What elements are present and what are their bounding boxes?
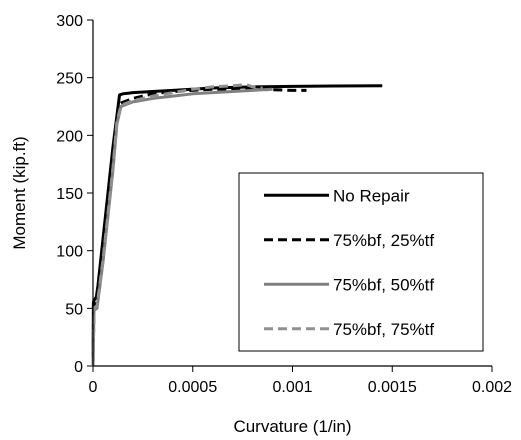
legend: No Repair 75%bf, 25%tf 75%bf, 50%tf 75%bf, … bbox=[238, 172, 484, 352]
series-line-4 bbox=[91, 83, 263, 367]
legend-label-3: 75%bf, 50%tf bbox=[333, 275, 434, 294]
x-tick-label: 0.0015 bbox=[368, 379, 417, 396]
ticks-layer: 0 50 100 150 200 250 300 0 0.0005 0.001 0.0015 0.00… bbox=[56, 13, 512, 396]
x-tick-label: 0.002 bbox=[472, 379, 512, 396]
y-tick-label: 0 bbox=[74, 359, 83, 376]
axes-layer bbox=[92, 20, 492, 367]
x-tick-label: 0.001 bbox=[272, 379, 312, 396]
x-tick-label: 0.0005 bbox=[168, 379, 217, 396]
y-tick-label: 200 bbox=[56, 128, 83, 145]
legend-label-4: 75%bf, 75%tf bbox=[333, 320, 434, 339]
y-tick-label: 50 bbox=[65, 301, 83, 318]
legend-label-1: No Repair bbox=[333, 186, 410, 205]
y-axis-title: Moment (kip.ft) bbox=[10, 136, 29, 249]
series-line-1 bbox=[91, 84, 383, 367]
y-tick-label: 250 bbox=[56, 71, 83, 88]
y-tick-label: 150 bbox=[56, 186, 83, 203]
series-layer bbox=[91, 83, 383, 367]
legend-box bbox=[238, 172, 484, 352]
x-axis-title: Curvature (1/in) bbox=[233, 417, 351, 436]
y-tick-label: 100 bbox=[56, 244, 83, 261]
y-tick-label: 300 bbox=[56, 13, 83, 30]
x-tick-label: 0 bbox=[89, 379, 98, 396]
legend-label-2: 75%bf, 25%tf bbox=[333, 231, 434, 250]
